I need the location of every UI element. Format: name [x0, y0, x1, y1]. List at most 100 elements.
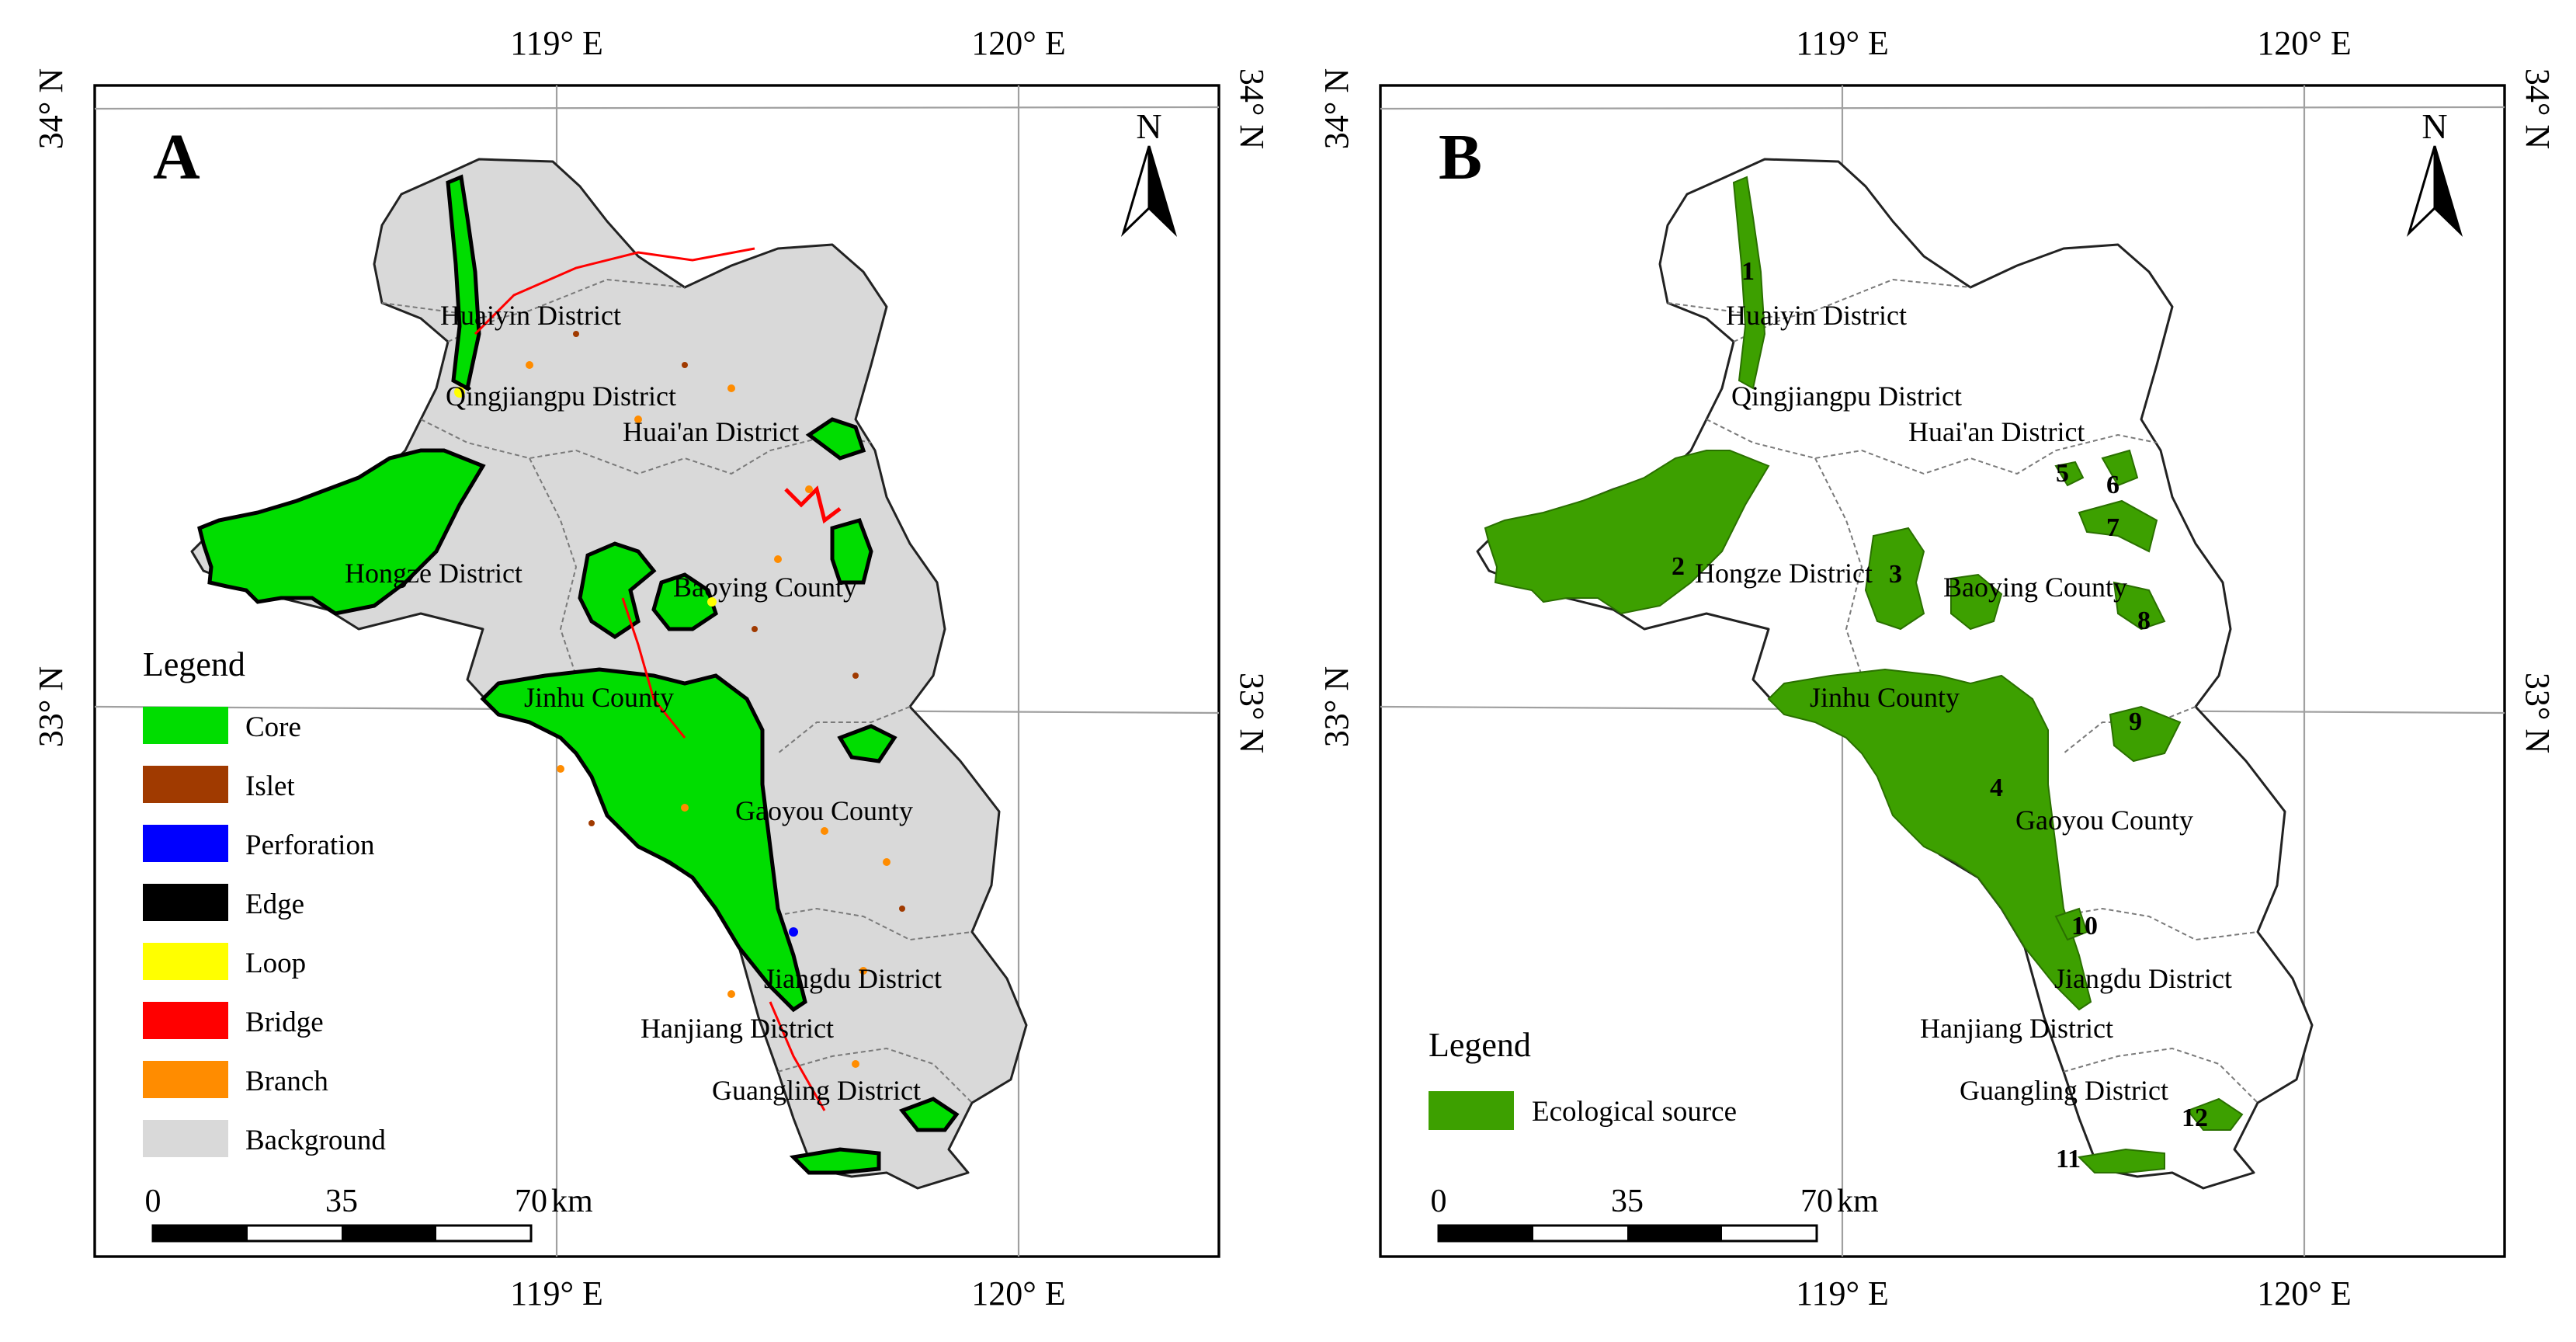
- coord-bottom-120-a: 120° E: [971, 1274, 1065, 1312]
- scale-bar-seg-3: [342, 1226, 436, 1241]
- bridge-line-north: [474, 247, 755, 336]
- district-label-guangling: Guangling District: [1960, 1075, 2168, 1106]
- district-labels: Huaiyin District Qingjiangpu District Hu…: [345, 300, 942, 1106]
- scale-bar: 0 35 70 km: [1431, 1184, 1879, 1243]
- core-patch-baoying-east: [651, 572, 718, 631]
- map-frame: [1379, 84, 2506, 1258]
- coord-left-34-a: 34° N: [32, 68, 70, 149]
- district-labels: Huaiyin District Qingjiangpu District Hu…: [1695, 300, 2232, 1106]
- core-patch-huaian-east: [805, 417, 866, 461]
- scale-tick-35: 35: [1611, 1184, 1644, 1219]
- source-number-8: 8: [2137, 607, 2151, 635]
- coord-top-119-b: 119° E: [1796, 24, 1889, 62]
- north-arrow: N: [1120, 106, 1178, 238]
- north-label: N: [1136, 106, 1161, 146]
- legend-label-perforation: Perforation: [245, 829, 374, 861]
- branch-marks: [526, 361, 890, 1068]
- scale-bar-seg-1: [153, 1226, 248, 1241]
- north-arrow-right-half: [2433, 145, 2463, 238]
- district-label-guangling: Guangling District: [712, 1075, 921, 1106]
- source-number-5: 5: [2056, 459, 2069, 488]
- map-frame: [93, 84, 1220, 1258]
- perforation-mark: [789, 927, 798, 937]
- coord-bottom-119-b: 119° E: [1796, 1274, 1889, 1312]
- scale-unit: km: [1837, 1184, 1879, 1219]
- source-9: [2109, 705, 2182, 763]
- source-8: [2113, 581, 2166, 631]
- district-label-huaian: Huai'an District: [623, 416, 799, 447]
- coord-right-33-a: 33° N: [1233, 673, 1271, 753]
- north-arrow: N: [2406, 106, 2463, 238]
- source-number-11: 11: [2056, 1145, 2081, 1173]
- north-arrow-left-half: [2406, 145, 2436, 238]
- legend-label-branch: Branch: [245, 1066, 328, 1097]
- source-number-3: 3: [1889, 560, 1902, 589]
- district-label-hanjiang: Hanjiang District: [1920, 1013, 2113, 1044]
- district-label-qingjiangpu: Qingjiangpu District: [446, 381, 676, 412]
- scale-unit: km: [551, 1184, 593, 1219]
- islet-marks: [573, 331, 905, 912]
- legend-label-islet: Islet: [245, 770, 295, 802]
- source-7: [2078, 499, 2158, 553]
- legend-swatch-core: [143, 707, 228, 744]
- scale-tick-0: 0: [1431, 1184, 1447, 1219]
- district-label-jiangdu: Jiangdu District: [2054, 963, 2232, 994]
- district-label-hanjiang: Hanjiang District: [641, 1013, 834, 1044]
- loop-mark-1: [454, 387, 465, 398]
- source-10: [2054, 907, 2088, 941]
- source-number-10: 10: [2071, 912, 2098, 940]
- legend-swatch-perforation: [143, 825, 228, 862]
- core-patch-hongze: [197, 448, 486, 616]
- source-2: [1484, 450, 1770, 615]
- scale-bar-seg-1: [1439, 1226, 1533, 1241]
- north-arrow-right-half: [1147, 145, 1178, 238]
- source-number-1: 1: [1741, 257, 1755, 286]
- legend-items: Core Islet Perforation Edge Loop Bridge Branch…: [143, 707, 386, 1157]
- legend-swatch-edge: [143, 884, 228, 921]
- legend-swatch-branch: [143, 1061, 228, 1098]
- coord-top-119-a: 119° E: [510, 24, 603, 62]
- district-label-gaoyou: Gaoyou County: [735, 795, 913, 826]
- bridge-cluster-baoying: [784, 485, 842, 524]
- legend-swatch-bridge: [143, 1002, 228, 1039]
- district-label-gaoyou: Gaoyou County: [2015, 805, 2193, 836]
- legend-label-edge: Edge: [245, 888, 304, 920]
- coord-bottom-119-a: 119° E: [510, 1274, 603, 1312]
- panel-letter: A: [153, 121, 200, 193]
- coordinate-labels: 119° E 120° E 119° E 120° E 34° N 33° N …: [32, 24, 2557, 1312]
- north-arrow-left-half: [1120, 145, 1151, 238]
- source-number-4: 4: [1990, 774, 2003, 802]
- legend-title: Legend: [1429, 1026, 1531, 1064]
- legend-swatch-ecological-source: [1429, 1091, 1514, 1130]
- core-patch-baoying-west: [578, 541, 657, 640]
- legend-label-ecological-source: Ecological source: [1532, 1096, 1737, 1128]
- core-patch-gaoyou-east: [837, 724, 897, 763]
- coord-left-34-b: 34° N: [1318, 68, 1356, 149]
- district-label-jinhu: Jinhu County: [1810, 682, 1960, 713]
- scale-tick-70: 70: [515, 1184, 547, 1219]
- panel-letter: B: [1439, 121, 1482, 193]
- district-label-jinhu: Jinhu County: [524, 682, 674, 713]
- core-patch-baoying-lake: [830, 517, 873, 585]
- source-number-7: 7: [2106, 513, 2119, 542]
- source-11: [2077, 1148, 2165, 1173]
- coord-left-33-a: 33° N: [32, 666, 70, 747]
- core-patch-guangling: [898, 1097, 960, 1132]
- core-patch-south: [789, 1147, 881, 1175]
- core-patch-gaoyou-lake: [480, 667, 807, 1013]
- district-label-hongze: Hongze District: [1695, 558, 1873, 589]
- source-1: [1732, 176, 1766, 390]
- legend-title: Legend: [143, 645, 245, 683]
- scale-bar-seg-3: [1627, 1226, 1722, 1241]
- bridge-line-south: [621, 597, 826, 1111]
- district-label-huaiyin: Huaiyin District: [440, 300, 621, 331]
- source-numbers: 1 2 3 4 5 6 7 8 9 10 11 12: [1672, 257, 2208, 1173]
- legend-label-core: Core: [245, 711, 301, 743]
- source-5: [2054, 461, 2085, 487]
- source-3-east: [1950, 573, 2003, 631]
- panel-a: Huaiyin District Qingjiangpu District Hu…: [93, 84, 1220, 1258]
- core-patches: [197, 174, 960, 1175]
- district-label-baoying: Baoying County: [673, 572, 857, 603]
- legend-swatch-loop: [143, 943, 228, 980]
